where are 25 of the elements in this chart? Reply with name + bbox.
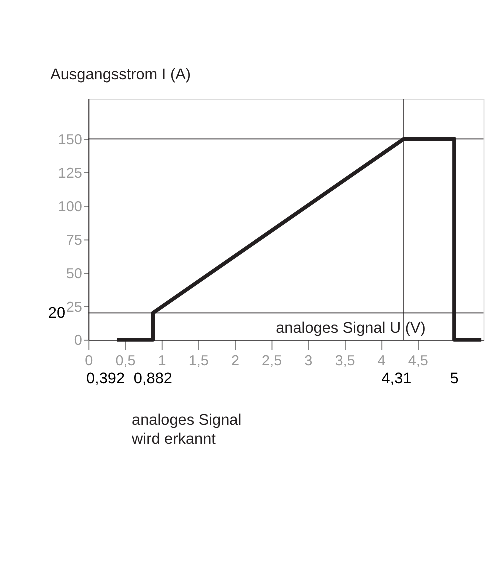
annotation: 5 bbox=[450, 370, 459, 388]
y-tick-label: 0 bbox=[74, 333, 82, 350]
annotation: 0,392 bbox=[86, 370, 126, 388]
x-tick-label: 0,5 bbox=[116, 353, 136, 370]
annotation: 4,31 bbox=[382, 370, 412, 388]
y-tick-label: 25 bbox=[66, 300, 82, 316]
y-tick-label: 50 bbox=[66, 266, 82, 282]
x-tick-label: 4 bbox=[378, 353, 386, 370]
annotation: 0,882 bbox=[134, 370, 172, 388]
x-tick-label: 4,5 bbox=[408, 353, 428, 370]
x-tick-label: 3,5 bbox=[335, 353, 356, 370]
x-tick-label: 3 bbox=[304, 353, 313, 370]
x-tick-label: 1 bbox=[158, 353, 166, 370]
annotation: 20 bbox=[48, 305, 66, 322]
y-tick-label: 75 bbox=[66, 232, 82, 249]
text: analoges Signal wird erkannt bbox=[131, 412, 242, 448]
x-tick-label: 1,5 bbox=[188, 353, 209, 370]
y-axis-title: Ausgangsstrom I (A) bbox=[50, 66, 192, 84]
x-tick-label: 2,5 bbox=[262, 353, 282, 370]
y-tick-label: 100 bbox=[58, 199, 82, 216]
y-tick-label: 125 bbox=[58, 166, 82, 182]
x-tick-label: 0 bbox=[85, 353, 94, 370]
x-tick-label: 2 bbox=[231, 353, 240, 370]
y-tick-label: 150 bbox=[58, 132, 82, 148]
x-axis-title: analoges Signal U (V) bbox=[276, 320, 426, 338]
